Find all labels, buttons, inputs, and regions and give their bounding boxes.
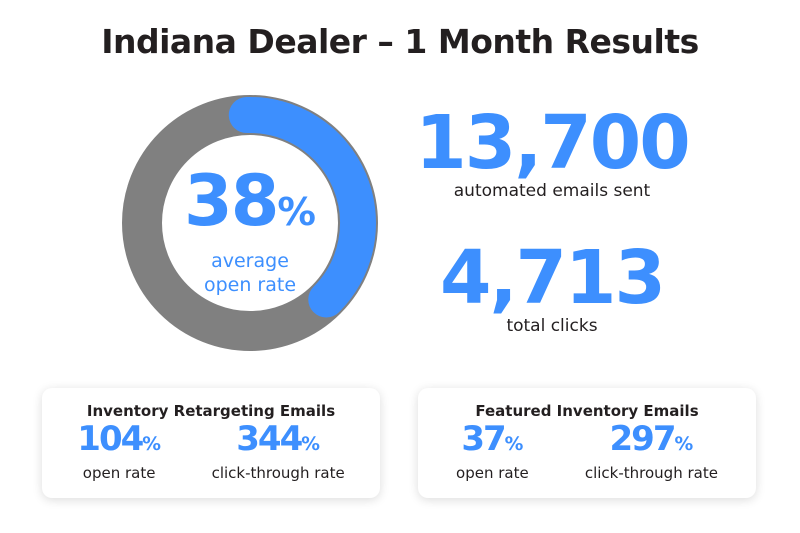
open-rate-donut: [122, 95, 378, 351]
ctr-metric: 344% click-through rate: [211, 419, 345, 482]
donut-arc-value: [228, 97, 376, 318]
ctr-metric: 297% click-through rate: [584, 419, 718, 482]
card-title: Inventory Retargeting Emails: [86, 402, 336, 420]
retargeting-card: Inventory Retargeting Emails 104% open ra…: [42, 388, 380, 498]
emails-sent-stat: 13,700 automated emails sent: [392, 105, 712, 201]
featured-card: Featured Inventory Emails 37% open rate 2…: [418, 388, 756, 498]
emails-sent-value: 13,700: [415, 100, 691, 186]
page-title: Indiana Dealer – 1 Month Results: [101, 22, 699, 61]
open-rate-metric: 104% open rate: [77, 419, 161, 482]
center-label-2: open rate: [203, 274, 297, 296]
emails-sent-label: automated emails sent: [453, 181, 651, 201]
donut-center: 38% average open rate: [150, 165, 350, 297]
open-rate-metric: 37% open rate: [456, 419, 529, 482]
total-clicks-label: total clicks: [506, 316, 598, 336]
total-clicks-stat: 4,713 total clicks: [392, 240, 712, 336]
card-title: Featured Inventory Emails: [475, 402, 699, 420]
total-clicks-value: 4,713: [439, 235, 666, 321]
center-label-1: average: [211, 250, 289, 272]
average-open-rate-value: 38%: [184, 160, 316, 242]
